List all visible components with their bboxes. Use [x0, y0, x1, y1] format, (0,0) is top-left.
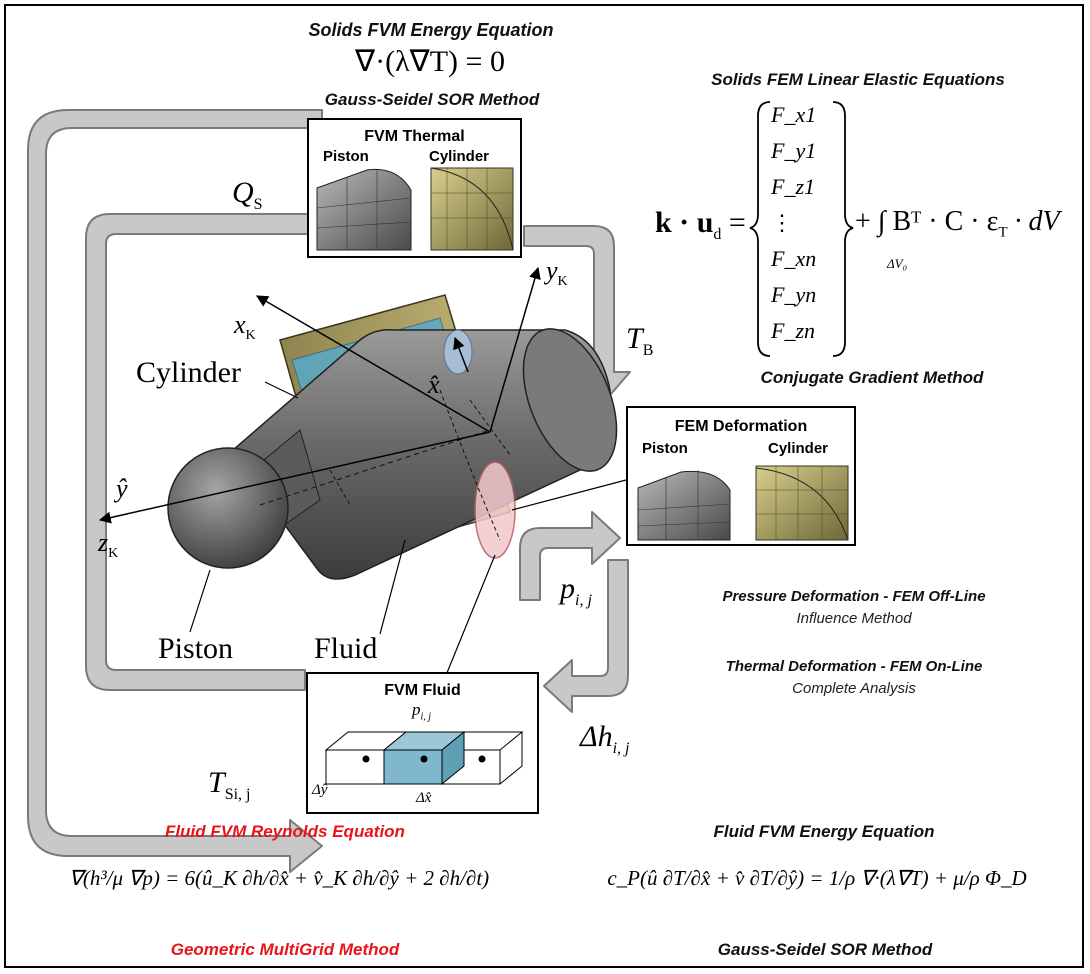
fluid-energy-title: Fluid FVM Energy Equation [713, 822, 935, 841]
fvm-thermal-title: FVM Thermal [364, 128, 465, 145]
label-yk-sub: K [557, 274, 568, 290]
piston-body [208, 328, 611, 580]
label-xk-main: x [234, 310, 246, 339]
label-yk-main: y [546, 256, 558, 285]
fem-vector-braces [749, 101, 771, 357]
force-item: F_z1 [771, 174, 815, 199]
axis-xk [255, 295, 491, 433]
coordinate-axes [98, 266, 541, 524]
fvm-thermal-mesh-images [316, 167, 514, 251]
force-item: F_y1 [771, 138, 817, 163]
label-tb-sub: B [642, 342, 654, 359]
fem-deformation-box: FEM Deformation Piston Cylinder [626, 406, 856, 546]
fem-equation: k · ud = F_x1 F_y1 F_z1 ⋮ F_xn F_yn F_zn… [655, 96, 1075, 366]
piston-ball [167, 447, 289, 569]
force-item: ⋮ [771, 210, 793, 235]
label-xk-sub: K [245, 328, 256, 344]
label-tsij-sub: Si, j [224, 786, 251, 803]
solids-fvm-equation: ∇·(λ∇T) = 0 [355, 45, 505, 78]
piston-cylinder-model [167, 294, 618, 580]
fem-force-vector: F_x1 F_y1 F_z1 ⋮ F_xn F_yn F_zn [771, 102, 821, 354]
cylinder-bore-highlight [443, 329, 473, 375]
thermal-deformation-title: Thermal Deformation - FEM On-Line [725, 658, 983, 675]
pressure-deformation-title: Pressure Deformation - FEM Off-Line [722, 588, 986, 605]
fem-rhs-tail: · dV [1014, 206, 1060, 237]
fvm-thermal-piston-label: Piston [323, 148, 369, 165]
label-dh-main: Δh [580, 720, 613, 753]
fvm-fluid-title: FVM Fluid [384, 682, 461, 699]
fem-lhs-text: k · u [655, 206, 714, 239]
fvm-fluid-box: FVM Fluid pi, j Δŷ Δx̂ [306, 672, 539, 814]
solids-fem-method: Conjugate Gradient Method [760, 368, 984, 387]
pressure-deformation-sub: Influence Method [796, 610, 912, 627]
label-pij-main: p [560, 572, 575, 605]
fem-rhs-sub: T [998, 224, 1008, 241]
fem-deformation-title: FEM Deformation [674, 418, 808, 435]
fem-deformation-piston-label: Piston [642, 440, 688, 457]
label-tb-main: T [626, 322, 643, 355]
solids-fem-title: Solids FEM Linear Elastic Equations [711, 70, 1005, 89]
arrow-deformation-to-fluid [543, 559, 629, 713]
label-qs: QS [232, 176, 263, 214]
fluid-energy-equation: c_P(û ∂T/∂x̂ + v̂ ∂T/∂ŷ) = 1/ρ ∇·(λ∇T) +… [607, 866, 1027, 890]
arrow-fluid-to-deformation [519, 511, 621, 601]
label-dh: Δhi, j [580, 720, 630, 758]
label-fluid: Fluid [314, 632, 378, 665]
fvm-fluid-dx: Δx̂ [416, 790, 432, 806]
force-item: F_zn [771, 318, 815, 343]
fvm-fluid-dy: Δŷ [312, 782, 328, 798]
label-qs-sub: S [253, 196, 263, 213]
fem-integral-domain: ΔV₀ [887, 256, 908, 271]
label-dh-sub: i, j [612, 740, 630, 757]
label-xhat: x̂ [428, 370, 440, 399]
arrow-thermal-to-fluid-outer [27, 109, 323, 873]
label-zk-main: z [98, 528, 109, 557]
fluid-energy-method: Gauss-Seidel SOR Method [717, 940, 933, 959]
label-cylinder: Cylinder [136, 356, 241, 389]
label-zk-sub: K [108, 546, 119, 562]
fem-vector-brace-right [832, 101, 854, 357]
force-item: F_yn [771, 282, 817, 307]
solids-fvm-title: Solids FVM Energy Equation [308, 20, 554, 40]
fvm-fluid-p: pi, j [412, 700, 431, 722]
fem-lhs: k · ud = [655, 206, 746, 243]
fvm-thermal-box: FVM Thermal Piston Cylinder [307, 118, 522, 258]
label-qs-main: Q [232, 176, 254, 209]
force-item: F_xn [771, 246, 817, 271]
solids-fvm-method: Gauss-Seidel SOR Method [324, 90, 540, 109]
fem-lhs-sub: d [713, 226, 722, 243]
piston-end-face [522, 328, 618, 472]
label-pij-sub: i, j [575, 592, 592, 609]
force-item: F_x1 [771, 102, 817, 127]
fem-deformation-cylinder-label: Cylinder [768, 440, 829, 457]
label-zk: zK [98, 528, 118, 562]
reynolds-title: Fluid FVM Reynolds Equation [165, 822, 405, 841]
fem-rhs: + ∫ Bᵀ · C · εT · dV [855, 206, 1060, 242]
fem-rhs-text: + ∫ Bᵀ · C · ε [855, 206, 999, 237]
axis-zk [98, 431, 491, 524]
label-yk: yK [546, 256, 568, 290]
label-tb: TB [626, 322, 653, 360]
label-tsij: TSi, j [208, 766, 250, 804]
axis-yk [489, 266, 541, 433]
fem-deformation-mesh-images [637, 465, 849, 541]
label-pij: pi, j [560, 572, 592, 610]
fvm-thermal-cylinder-label: Cylinder [429, 148, 490, 165]
fluid-element-highlight [474, 461, 516, 559]
outer-frame [4, 4, 1084, 968]
fvm-fluid-p-label: p [412, 700, 421, 719]
label-piston: Piston [158, 632, 234, 665]
label-xk: xK [234, 310, 256, 344]
label-yhat: ŷ [116, 474, 128, 503]
axis-xhat [453, 336, 469, 373]
label-tsij-main: T [208, 766, 225, 799]
leader-lines [189, 381, 627, 691]
fvm-fluid-grid [324, 730, 524, 786]
reynolds-equation: ∇(h³/μ ∇p) = 6(û_K ∂h/∂x̂ + v̂_K ∂h/∂ŷ +… [68, 866, 490, 890]
thermal-deformation-sub: Complete Analysis [792, 680, 916, 697]
fvm-fluid-p-sub: i, j [420, 711, 432, 723]
reynolds-method: Geometric MultiGrid Method [170, 940, 400, 959]
